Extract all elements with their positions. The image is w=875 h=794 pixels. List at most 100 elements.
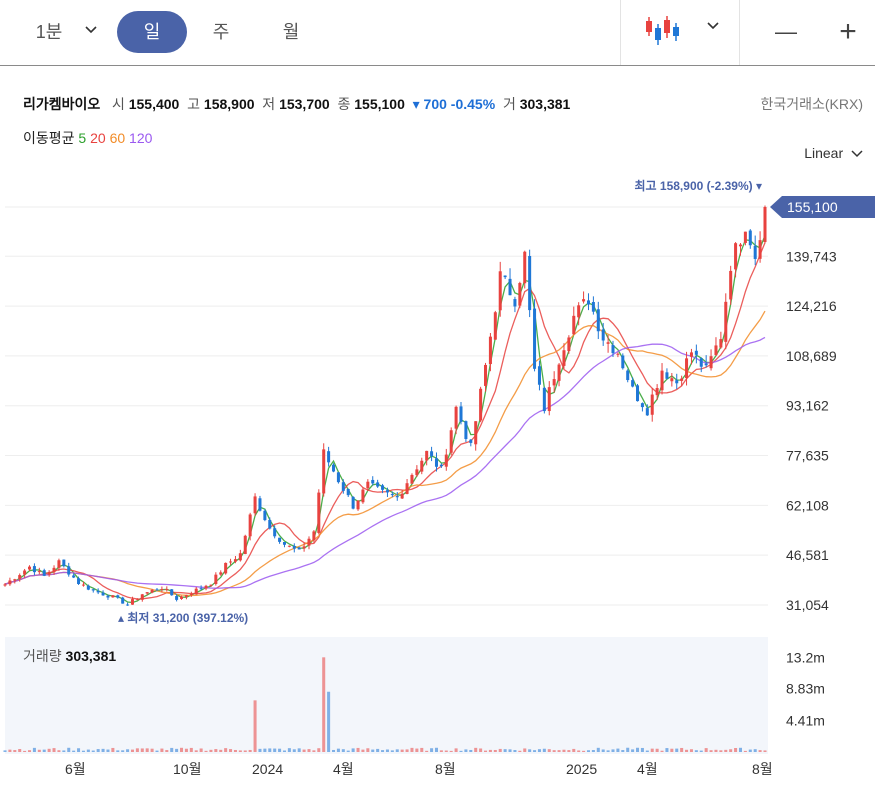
volume-bar	[636, 747, 640, 752]
price-tick-label: 108,689	[786, 348, 837, 364]
scale-label: Linear	[804, 145, 844, 161]
candle-body	[405, 483, 409, 494]
volume-bar	[126, 749, 130, 752]
candle-body	[709, 356, 713, 369]
candle-body	[77, 578, 81, 585]
volume-panel-bg	[5, 637, 768, 754]
candle-body	[111, 595, 115, 598]
volume-bar	[42, 749, 46, 752]
candle-body	[734, 243, 738, 270]
volume-value: 303,381	[519, 96, 571, 112]
chart-toolbar: 1분 일 주 월 — +	[0, 0, 875, 66]
close-value: 155,100	[354, 96, 405, 112]
volume-bar	[322, 657, 326, 752]
volume-bar	[454, 748, 458, 752]
candle-body	[253, 496, 257, 514]
volume-bar	[101, 748, 105, 752]
candle-body	[601, 329, 605, 341]
candle-body	[557, 364, 561, 381]
volume-bar	[67, 747, 71, 752]
tab-month[interactable]: 월	[282, 22, 300, 42]
candle-body	[606, 342, 610, 344]
candle-body	[96, 590, 100, 593]
candle-body	[410, 474, 414, 484]
candle-body	[194, 588, 198, 595]
candle-body	[106, 595, 110, 598]
volume-bar	[479, 748, 483, 752]
candle-body	[763, 207, 767, 243]
x-tick-label: 10월	[173, 761, 201, 777]
tab-day[interactable]: 일	[117, 11, 187, 53]
candle-body	[180, 596, 184, 599]
candle-body	[263, 510, 267, 521]
tab-week[interactable]: 주	[212, 22, 230, 42]
volume-bar	[32, 747, 36, 752]
volume-bar	[224, 748, 228, 752]
candle-body	[302, 546, 306, 549]
zoom-out-button[interactable]: —	[775, 19, 797, 44]
volume-bar	[287, 748, 291, 752]
volume-bar	[366, 748, 370, 752]
volume-bar	[243, 750, 247, 752]
volume-bar	[557, 750, 561, 752]
zoom-in-button[interactable]: +	[839, 15, 857, 48]
candlestick-type-icon[interactable]	[644, 14, 680, 53]
volume-bar	[430, 748, 434, 752]
candle-body	[81, 584, 85, 586]
candle-body	[297, 547, 301, 550]
candle-body	[533, 308, 537, 369]
volume-bar	[170, 747, 174, 752]
volume-bar	[650, 748, 654, 752]
volume-bar	[469, 749, 473, 752]
volume-bar	[675, 748, 679, 752]
candle-body	[18, 575, 22, 579]
toolbar-divider	[620, 0, 621, 65]
interval-1min-button[interactable]: 1분	[35, 22, 63, 42]
x-tick-label: 4월	[333, 761, 354, 777]
candle-body	[32, 566, 36, 573]
volume-bar	[121, 750, 125, 752]
candle-body	[425, 450, 429, 461]
volume-bar	[425, 750, 429, 752]
candle-body	[150, 589, 154, 593]
candle-body	[307, 538, 311, 546]
volume-bar	[484, 750, 488, 752]
candle-body	[675, 380, 679, 384]
candle-body	[567, 337, 571, 352]
volume-bar	[214, 749, 218, 752]
volume-bar	[13, 750, 17, 752]
volume-bar	[327, 691, 331, 752]
volume-bar	[420, 747, 424, 752]
volume-bar	[3, 750, 7, 752]
candle-body	[67, 566, 71, 575]
volume-bar	[23, 750, 27, 752]
volume-bar	[77, 748, 81, 752]
volume-bar	[184, 748, 188, 752]
scale-dropdown[interactable]: Linear	[804, 145, 863, 161]
volume-tick-label: 8.83m	[786, 681, 825, 697]
candle-body	[287, 545, 291, 547]
candle-body	[464, 421, 468, 440]
volume-bar	[150, 748, 154, 752]
volume-bar	[47, 748, 51, 752]
candle-body	[47, 571, 51, 575]
candle-body	[356, 500, 360, 510]
candle-body	[626, 370, 630, 381]
chevron-down-icon[interactable]	[84, 23, 98, 40]
candle-body	[591, 301, 595, 312]
volume-bar	[704, 748, 708, 752]
candle-body	[184, 595, 188, 597]
candle-body	[243, 535, 247, 554]
candle-body	[430, 451, 434, 457]
candle-body	[665, 372, 669, 379]
volume-bar	[753, 749, 757, 752]
volume-bar	[189, 747, 193, 752]
volume-bar	[621, 750, 625, 752]
candle-body	[341, 482, 345, 491]
volume-bar	[332, 749, 336, 752]
chart-type-chevron-icon[interactable]	[706, 19, 720, 36]
candle-body	[219, 572, 223, 575]
volume-bar	[278, 748, 282, 752]
volume-bar	[292, 749, 296, 752]
